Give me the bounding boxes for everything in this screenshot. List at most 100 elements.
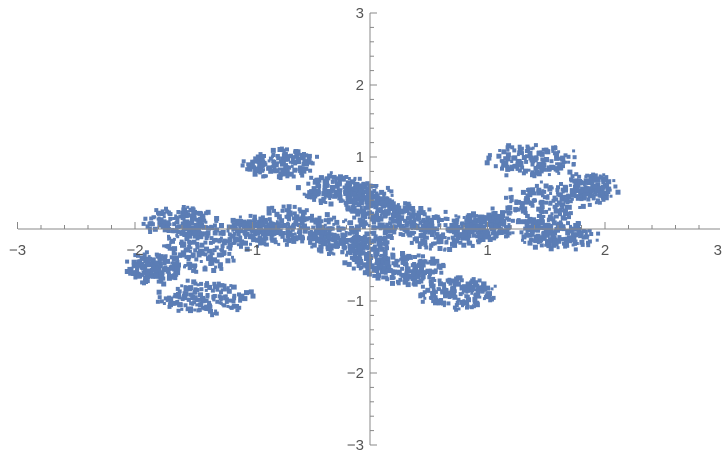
data-point <box>231 284 237 290</box>
data-point <box>152 267 158 273</box>
data-point <box>487 295 491 299</box>
data-point <box>595 185 601 191</box>
data-point <box>366 271 372 277</box>
data-point <box>139 264 145 270</box>
data-point <box>475 214 478 218</box>
data-point <box>411 209 416 214</box>
data-point <box>380 271 384 275</box>
data-point <box>161 270 165 274</box>
data-point <box>458 292 463 297</box>
data-point <box>150 257 156 263</box>
data-point <box>192 291 196 295</box>
data-point <box>176 260 180 263</box>
data-point <box>306 156 312 162</box>
data-point <box>538 208 544 214</box>
data-point <box>455 217 460 222</box>
data-point <box>580 242 585 247</box>
data-point <box>222 238 227 243</box>
data-point <box>406 232 410 235</box>
data-point <box>575 196 580 201</box>
data-point <box>445 239 449 243</box>
data-point <box>350 205 355 210</box>
data-point <box>507 205 513 211</box>
data-point <box>166 243 172 249</box>
data-point <box>358 256 363 261</box>
data-point <box>159 254 164 259</box>
data-point <box>275 154 280 159</box>
data-point <box>302 159 308 165</box>
data-point <box>615 189 621 195</box>
data-point <box>374 255 378 259</box>
data-point <box>285 147 289 152</box>
data-point <box>510 194 514 198</box>
axis-ticks <box>17 12 700 446</box>
data-point <box>360 185 365 190</box>
data-point <box>432 229 437 234</box>
data-point <box>262 217 268 223</box>
data-point <box>407 232 413 238</box>
y-tick-label: −3 <box>347 437 364 454</box>
data-point <box>533 239 538 244</box>
data-point <box>170 238 175 244</box>
data-point <box>352 191 357 196</box>
data-point <box>311 193 316 198</box>
data-point <box>407 269 412 274</box>
data-point <box>163 296 168 301</box>
data-point <box>550 229 554 233</box>
data-point <box>422 270 427 276</box>
data-point <box>358 209 362 213</box>
data-point <box>574 194 579 199</box>
data-point <box>286 169 290 173</box>
data-point <box>379 264 384 269</box>
data-point <box>257 235 262 240</box>
data-point <box>267 222 273 228</box>
data-point <box>425 287 431 293</box>
data-point <box>545 195 550 200</box>
data-point <box>542 167 547 172</box>
data-point <box>333 191 337 195</box>
data-point <box>215 299 220 304</box>
data-point <box>165 225 171 230</box>
data-point <box>156 289 162 295</box>
data-point <box>600 186 605 191</box>
data-point <box>586 234 590 238</box>
data-point <box>387 226 391 231</box>
data-point <box>192 216 197 221</box>
data-point <box>613 184 618 189</box>
data-point <box>530 221 535 226</box>
data-point <box>155 299 160 304</box>
data-point <box>407 266 411 270</box>
data-point <box>416 253 421 258</box>
data-point <box>553 214 558 219</box>
data-point <box>133 275 138 280</box>
data-point <box>576 221 581 226</box>
data-point <box>332 215 337 220</box>
data-point <box>415 226 420 231</box>
data-point <box>352 188 358 194</box>
data-point <box>251 237 257 243</box>
data-point <box>558 162 563 167</box>
data-point <box>391 208 396 213</box>
data-point <box>179 239 184 244</box>
data-point <box>173 276 178 281</box>
data-point <box>298 168 304 174</box>
data-point <box>413 226 417 230</box>
data-point <box>551 232 556 237</box>
data-point <box>199 242 205 248</box>
data-point <box>199 232 204 237</box>
data-point <box>567 160 571 164</box>
data-point <box>541 226 546 230</box>
data-point <box>487 237 493 242</box>
data-point <box>302 223 307 229</box>
data-point <box>412 281 418 287</box>
data-point <box>268 168 274 174</box>
data-point <box>465 286 470 291</box>
data-point <box>430 293 436 299</box>
data-point <box>370 199 375 204</box>
data-point <box>398 277 403 282</box>
data-point <box>548 224 553 228</box>
data-point <box>180 307 184 311</box>
data-point <box>394 208 399 213</box>
data-point <box>382 224 388 230</box>
